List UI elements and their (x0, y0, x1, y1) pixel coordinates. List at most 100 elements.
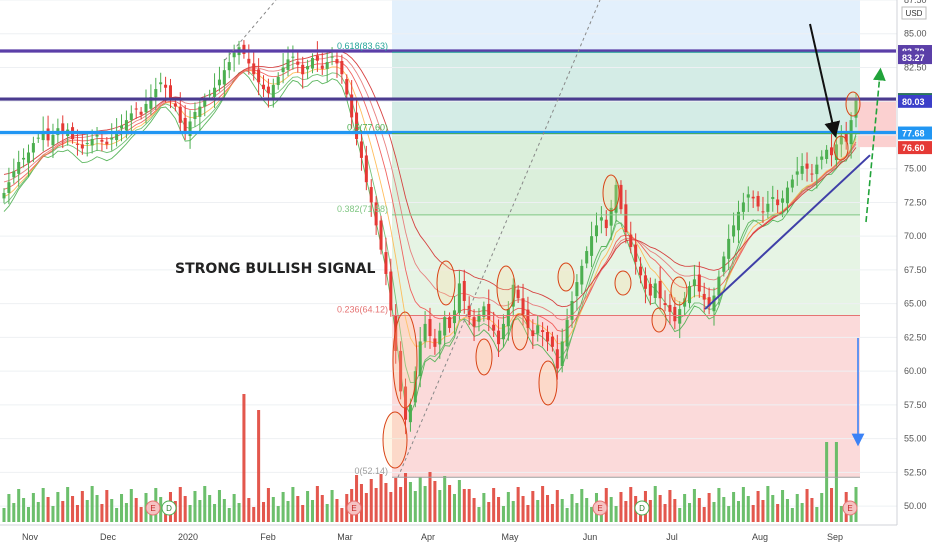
earnings-marker[interactable] (346, 500, 362, 516)
candle-body (124, 120, 128, 131)
volume-bar (727, 506, 731, 522)
candle-body (570, 300, 574, 320)
volume-bar (41, 488, 45, 522)
volume-bar (805, 489, 809, 522)
volume-bar (183, 496, 187, 522)
volume-bar (590, 507, 594, 522)
candle-body (178, 106, 182, 123)
candle-body (555, 349, 559, 369)
black-arrow (809, 23, 841, 138)
candle-body (482, 306, 486, 317)
volume-bar (497, 497, 501, 522)
candle-body (683, 298, 687, 307)
candle-body (854, 99, 858, 118)
candle-body (301, 64, 305, 75)
volume-bar (771, 495, 775, 522)
volume-bar (433, 481, 437, 522)
volume-bar (261, 502, 266, 522)
candle-body (80, 144, 84, 149)
earnings-marker[interactable] (842, 500, 858, 516)
volume-bar (115, 508, 119, 522)
candle-body (340, 61, 344, 75)
volume-bar (17, 489, 21, 522)
fib-level-label: 0.5(77.60) (347, 123, 388, 133)
highlight-circle (436, 260, 456, 306)
candle-body (257, 69, 261, 83)
price-tick-label: 65.00 (904, 299, 927, 309)
volume-bar (825, 442, 829, 522)
candle-body (271, 85, 275, 98)
candle-body (746, 194, 750, 198)
volume-bar (340, 508, 344, 522)
candle-body (46, 128, 50, 141)
candle-body (227, 62, 231, 71)
volume-bar (482, 493, 486, 522)
volume-bar (384, 483, 388, 522)
candle-body (242, 44, 246, 54)
candle-body (335, 59, 339, 64)
volume-bar (379, 474, 383, 522)
volume-bar (31, 493, 35, 522)
price-tag: 76.60 (898, 141, 932, 155)
candle-body (732, 225, 736, 237)
candle-body (829, 147, 834, 156)
candle-body (345, 79, 349, 95)
volume-bar (325, 504, 329, 522)
price-tick-label: 50.00 (904, 501, 927, 511)
candle-body (261, 84, 266, 90)
volume-bar (448, 485, 452, 522)
candle-body (2, 192, 6, 199)
volume-bar (95, 495, 99, 522)
price-tick-label: 55.00 (904, 434, 927, 444)
candle-body (399, 350, 403, 392)
candle-body (629, 234, 633, 247)
candle-body (565, 319, 569, 347)
volume-bar (208, 495, 212, 522)
volume-bar (555, 490, 559, 522)
candle-body (790, 179, 794, 188)
highlight-circle (557, 262, 575, 292)
candle-body (457, 283, 461, 313)
volume-bar (820, 493, 824, 522)
candle-body (452, 310, 457, 324)
candle-body (208, 94, 212, 96)
candle-body (697, 274, 701, 292)
candle-body (31, 143, 35, 153)
candle-body (144, 103, 148, 113)
candle-body (781, 198, 785, 203)
candle-body (61, 123, 65, 134)
candle-body (526, 309, 530, 328)
volume-bar (751, 505, 755, 522)
candle-body (462, 280, 466, 301)
dividend-marker[interactable] (161, 500, 177, 516)
volume-bar (492, 488, 496, 522)
candle-body (149, 97, 153, 109)
candle-body (75, 143, 79, 145)
volume-bar (506, 492, 510, 522)
candle-body (394, 315, 398, 351)
highlight-circle (845, 91, 861, 117)
fib-trend-line (397, 0, 601, 478)
volume-bar (800, 503, 804, 522)
candle-body (222, 70, 226, 85)
trend-dashed-line (224, 0, 277, 61)
volume-bar (227, 508, 231, 522)
candle-body (90, 139, 94, 146)
volume-bar (408, 482, 412, 522)
volume-bar (776, 504, 780, 522)
volume-bar (389, 492, 393, 522)
candle-body (692, 279, 696, 287)
earnings-marker[interactable] (145, 500, 161, 516)
earnings-marker[interactable] (592, 500, 608, 516)
time-tick-label: May (501, 532, 519, 542)
dividend-marker[interactable] (634, 500, 650, 516)
volume-bar (692, 489, 696, 522)
volume-bar (271, 497, 275, 522)
candle-body (585, 251, 589, 264)
candle-body (433, 338, 437, 347)
candle-body (306, 66, 310, 70)
currency-badge[interactable] (901, 6, 927, 20)
price-tick-label: 60.00 (904, 366, 927, 376)
